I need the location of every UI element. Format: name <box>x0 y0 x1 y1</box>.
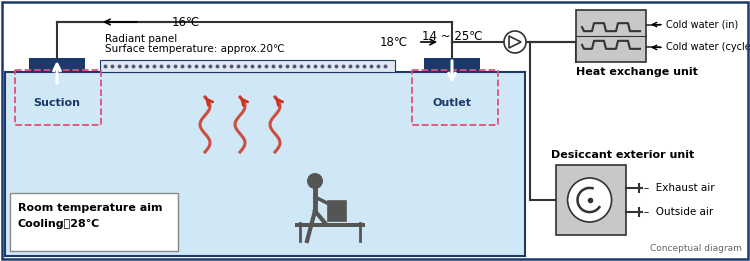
Circle shape <box>307 173 323 189</box>
Bar <box>5 72 525 256</box>
Bar <box>15 70 101 125</box>
Bar <box>100 60 395 72</box>
Text: Radiant panel: Radiant panel <box>105 34 177 44</box>
Text: Desiccant exterior unit: Desiccant exterior unit <box>551 150 694 160</box>
Text: –  Outside air: – Outside air <box>644 207 713 217</box>
Circle shape <box>568 178 611 222</box>
Bar <box>576 10 646 62</box>
Text: –  Exhaust air: – Exhaust air <box>644 183 715 193</box>
Text: 16℃: 16℃ <box>172 16 200 29</box>
Text: Outlet: Outlet <box>433 98 472 108</box>
Bar <box>556 165 626 235</box>
Bar <box>412 70 498 125</box>
Circle shape <box>504 31 526 53</box>
Text: Suction: Suction <box>34 98 80 108</box>
Text: 14 ~ 25℃: 14 ~ 25℃ <box>422 30 482 43</box>
Text: Surface temperature: approx.20℃: Surface temperature: approx.20℃ <box>105 44 285 54</box>
Text: Conceptual diagram: Conceptual diagram <box>650 244 742 253</box>
Bar <box>29 58 85 72</box>
Bar <box>295 223 365 227</box>
Text: Cold water (in): Cold water (in) <box>666 20 738 29</box>
Text: Room temperature aim: Room temperature aim <box>18 203 163 213</box>
Text: Heat exchange unit: Heat exchange unit <box>576 67 698 77</box>
Bar <box>424 58 480 72</box>
Text: 18℃: 18℃ <box>380 37 408 50</box>
Bar <box>328 201 346 221</box>
Text: Cooling：28℃: Cooling：28℃ <box>18 219 101 229</box>
Bar <box>10 193 178 251</box>
Text: Cold water (cycle): Cold water (cycle) <box>666 43 750 52</box>
Bar <box>333 223 339 227</box>
